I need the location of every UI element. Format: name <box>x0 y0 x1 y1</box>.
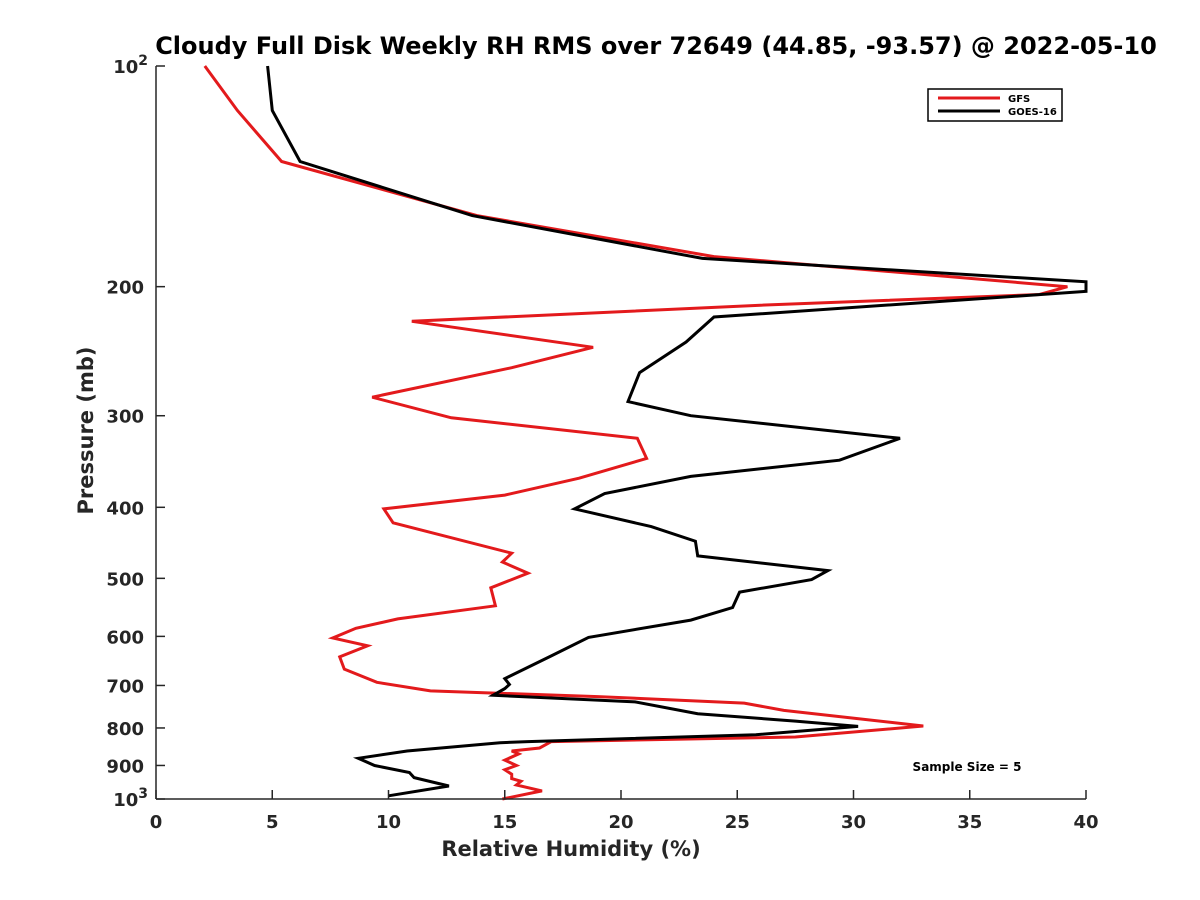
x-tick-label: 40 <box>1073 812 1098 833</box>
y-tick-label: 700 <box>106 676 144 697</box>
x-tick-label: 15 <box>492 812 517 833</box>
y-axis-label: Pressure (mb) <box>74 347 98 515</box>
y-tick-label: 200 <box>106 278 144 299</box>
x-tick-label: 35 <box>957 812 982 833</box>
sample-size-annotation: Sample Size = 5 <box>913 760 1022 774</box>
y-tick-label: 500 <box>106 569 144 590</box>
plot-area <box>156 66 1086 799</box>
x-tick-label: 25 <box>725 812 750 833</box>
y-tick-label: 300 <box>106 407 144 428</box>
series-layer <box>203 65 1088 801</box>
y-tick-label: 400 <box>106 498 144 519</box>
legend-label-goes-16: GOES-16 <box>1008 107 1057 118</box>
series-line-goes-16 <box>266 65 1088 798</box>
y-tick-label: 102 <box>113 53 148 78</box>
x-tick-label: 5 <box>266 812 279 833</box>
chart-title: Cloudy Full Disk Weekly RH RMS over 7264… <box>155 32 1157 60</box>
x-tick-label: 20 <box>608 812 633 833</box>
legend-box <box>927 88 1063 122</box>
legend: GFS GOES-16 <box>927 88 1063 122</box>
x-axis-ticks: 0 5 10 15 20 25 30 35 40 <box>150 790 1099 833</box>
x-axis-label: Relative Humidity (%) <box>441 837 700 861</box>
y-tick-label: 900 <box>106 756 144 777</box>
series-line-gfs <box>203 65 1068 801</box>
y-tick-label: 800 <box>106 719 144 740</box>
y-tick-label: 103 <box>113 786 148 811</box>
x-tick-label: 10 <box>376 812 401 833</box>
y-tick-label: 600 <box>106 627 144 648</box>
y-axis-ticks: 102 200 300 400 500 600 700 800 900 103 <box>106 53 165 811</box>
x-tick-label: 0 <box>150 812 163 833</box>
legend-label-gfs: GFS <box>1008 94 1030 105</box>
x-tick-label: 30 <box>841 812 866 833</box>
